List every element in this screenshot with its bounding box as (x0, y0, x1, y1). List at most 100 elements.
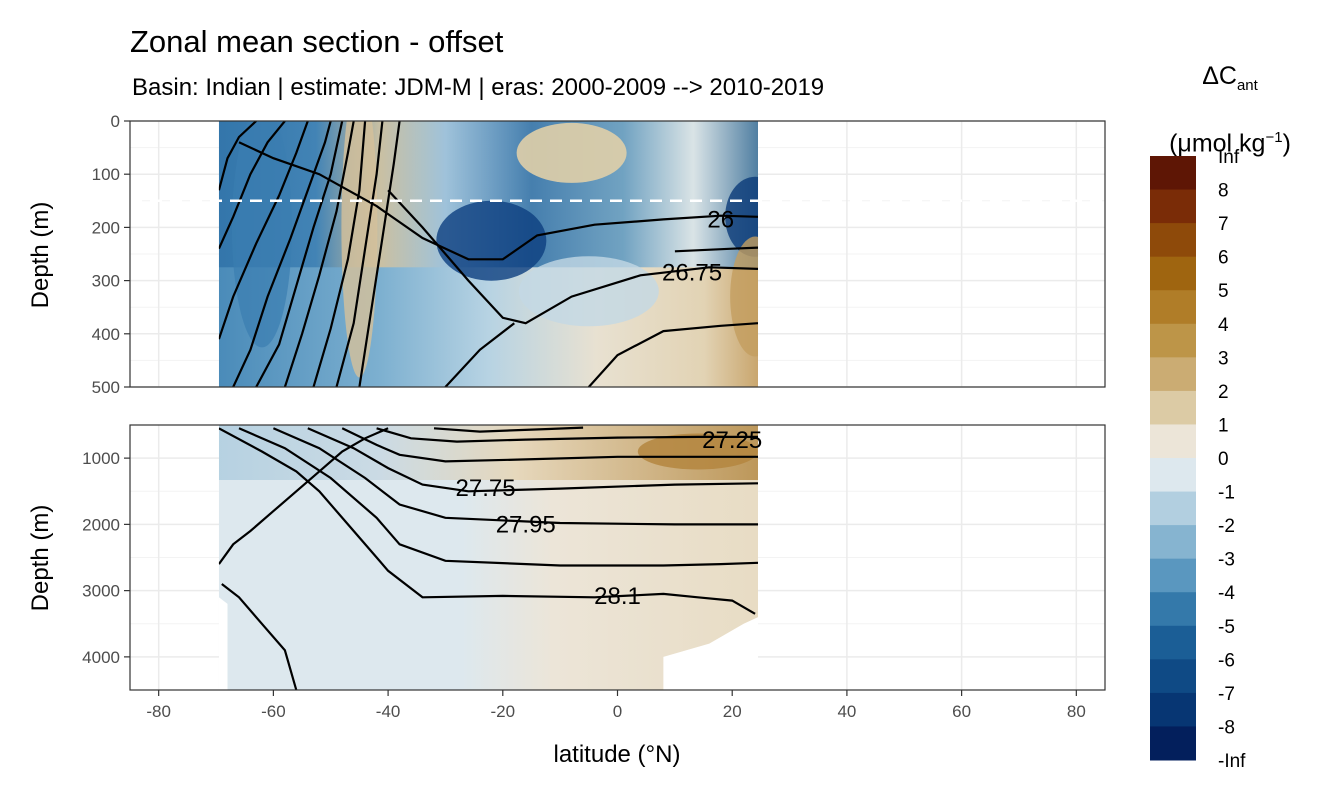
x-tick-label: -20 (491, 702, 516, 721)
colorbar-label: 5 (1218, 281, 1229, 302)
chart-subtitle: Basin: Indian | estimate: JDM-M | eras: … (132, 74, 825, 101)
colorbar-swatch (1150, 223, 1196, 258)
colorbar-swatch (1150, 592, 1196, 627)
colorbar-label: Inf (1218, 147, 1240, 168)
y-tick-label: 4000 (82, 648, 120, 667)
x-axis: -80 -60 -40 -20 0 20 40 60 80 (146, 690, 1086, 721)
field-mask (663, 617, 759, 690)
colorbar-swatch (1150, 424, 1196, 459)
y-tick-label: 200 (92, 218, 120, 237)
contour-line (218, 121, 309, 340)
contour-line (283, 121, 355, 387)
colorbar-swatch (1150, 726, 1196, 761)
contour-line (218, 121, 286, 250)
colorbar-label: 3 (1218, 348, 1229, 369)
y-tick-label: 500 (92, 378, 120, 397)
colorbar-swatch (1150, 323, 1196, 358)
x-tick-label: 80 (1067, 702, 1086, 721)
y-tick-label: 100 (92, 165, 120, 184)
colorbar-swatch (1150, 458, 1196, 493)
colorbar-swatch (1150, 357, 1196, 392)
colorbar-label: 6 (1218, 248, 1229, 269)
colorbar-swatch (1150, 659, 1196, 694)
legend-title-close: ) (1282, 129, 1291, 158)
colorbar-label: -8 (1218, 717, 1235, 738)
legend-title-sup: −1 (1265, 129, 1283, 146)
contour-line (232, 121, 332, 387)
colorbar-swatch (1150, 558, 1196, 593)
colorbar-label: 8 (1218, 181, 1229, 202)
x-tick-label: 40 (837, 702, 856, 721)
colorbar-label: 2 (1218, 382, 1229, 403)
contour-line (358, 121, 401, 387)
contour-line (218, 427, 389, 565)
contour-label: 28.1 (594, 583, 641, 610)
x-tick-label: 60 (952, 702, 971, 721)
colorbar-label: -2 (1218, 516, 1235, 537)
colorbar-label: -7 (1218, 684, 1235, 705)
contour-line (221, 583, 298, 690)
x-tick-label: 0 (613, 702, 622, 721)
colorbar-swatch (1150, 156, 1196, 191)
y-axis-title-upper: Depth (m) (27, 202, 54, 309)
contour-line (387, 189, 759, 325)
legend-title: ΔCant (μmol kg−1) (1140, 50, 1320, 169)
contour-line (218, 427, 756, 615)
contour-line (312, 121, 367, 387)
colorbar-label: -1 (1218, 483, 1235, 504)
contour-line (587, 322, 759, 387)
contour-line (218, 121, 257, 191)
field-core-blue (436, 200, 547, 281)
colorbar-label: -Inf (1218, 751, 1246, 772)
colorbar-swatch (1150, 390, 1196, 425)
x-tick-label: -40 (376, 702, 401, 721)
panel-lower: 27.25 27.75 27.95 28.1 1000 2000 3000 4000 (82, 424, 1106, 691)
x-tick-label: -80 (146, 702, 171, 721)
x-tick-label: -60 (261, 702, 286, 721)
colorbar-label: -3 (1218, 550, 1235, 571)
contour-line (238, 141, 759, 261)
y-tick-label: 0 (111, 112, 120, 131)
colorbar-label: -4 (1218, 583, 1235, 604)
colorbar-swatch (1150, 189, 1196, 224)
legend-title-main: ΔC (1202, 62, 1237, 90)
contour-label: 27.25 (702, 427, 762, 454)
colorbar-label: -6 (1218, 650, 1235, 671)
contour-line (433, 426, 584, 433)
contour-lines (218, 426, 759, 690)
legend-title-sub: ant (1236, 77, 1258, 94)
contour-line (307, 427, 759, 493)
field-core-brown (637, 433, 758, 470)
legend-title-unit: (μmol kg (1169, 129, 1266, 158)
contour-line (341, 427, 758, 463)
data-field (218, 425, 759, 690)
colorbar-swatch (1150, 491, 1196, 526)
colorbar-swatch (1150, 525, 1196, 560)
field-core-brown (730, 236, 759, 357)
panel-border (129, 120, 1106, 388)
chart-title: Zonal mean section - offset (130, 24, 504, 59)
contour-line (376, 427, 758, 443)
colorbar-swatch (1150, 625, 1196, 660)
colorbar-label: 1 (1218, 415, 1229, 436)
colorbar-swatch (1150, 692, 1196, 727)
contour-line (444, 322, 515, 387)
field-core-blue (231, 121, 292, 348)
x-axis-title: latitude (°N) (554, 741, 681, 768)
data-field (218, 121, 759, 387)
y-tick-label: 300 (92, 272, 120, 291)
colorbar-label: 4 (1218, 315, 1229, 336)
panel-upper: 26 26.75 0 100 200 300 400 500 (92, 112, 1106, 397)
contour-line (272, 427, 758, 526)
contour-label: 26.75 (662, 260, 722, 287)
colorbar-legend: Inf 8 7 6 5 4 3 2 1 0 -1 -2 -3 -4 -5 -6 -7 -8 -Inf (1150, 147, 1246, 772)
contour-line (238, 427, 759, 567)
contour-label: 27.75 (456, 475, 516, 502)
contour-line (674, 246, 759, 253)
y-tick-label: 2000 (82, 515, 120, 534)
colorbar-label: 7 (1218, 214, 1229, 235)
y-tick-label: 400 (92, 325, 120, 344)
field-core-brown (341, 121, 378, 378)
colorbar-swatch (1150, 256, 1196, 291)
